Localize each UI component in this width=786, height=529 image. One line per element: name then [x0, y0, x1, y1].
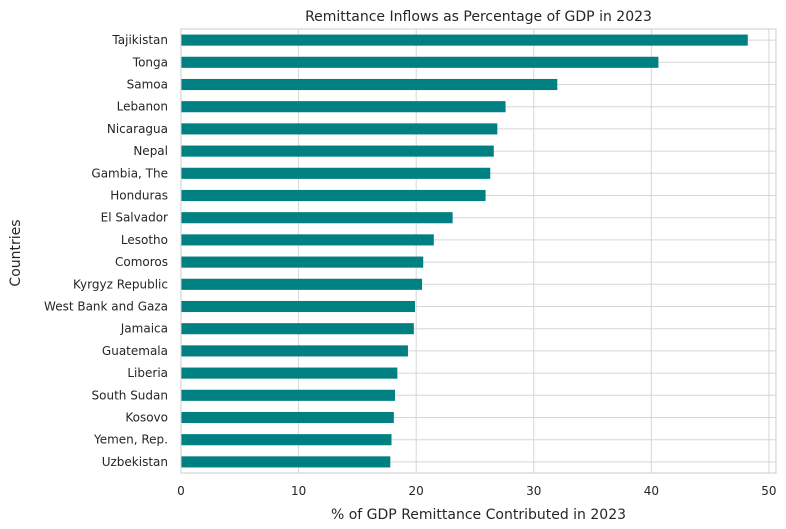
- y-tick-label: Liberia: [127, 366, 168, 380]
- bar: [181, 300, 416, 313]
- x-tick-label: 50: [761, 484, 776, 498]
- bar: [181, 411, 394, 424]
- bar: [181, 456, 391, 468]
- y-tick-label: Kosovo: [125, 411, 168, 425]
- y-tick-label: Uzbekistan: [102, 455, 168, 469]
- x-tick-label: 20: [409, 484, 424, 498]
- x-tick-labels: 0 10 20 30 40 50: [177, 484, 776, 498]
- y-axis-title: Countries: [8, 219, 24, 286]
- y-tick-label: Honduras: [110, 189, 168, 203]
- y-tick-label: Lesotho: [121, 233, 168, 247]
- bar: [181, 56, 659, 68]
- x-axis-title: % of GDP Remittance Contributed in 2023: [331, 507, 626, 523]
- y-tick-label: Lebanon: [117, 100, 168, 114]
- bar: [181, 145, 494, 157]
- bar: [181, 101, 506, 113]
- plot-frame: [180, 28, 777, 474]
- x-tick-label: 10: [291, 484, 306, 498]
- bar: [181, 234, 434, 246]
- bar: [181, 123, 498, 135]
- bar: [181, 434, 392, 446]
- bar: [181, 34, 748, 46]
- y-tick-label: Nicaragua: [107, 122, 168, 136]
- y-tick-label: South Sudan: [92, 388, 169, 402]
- bar: [181, 323, 414, 335]
- bar: [181, 389, 396, 401]
- bars: [181, 34, 748, 468]
- bar: [181, 212, 453, 224]
- y-tick-label: Guatemala: [102, 344, 168, 358]
- bar: [181, 345, 408, 357]
- bar: [181, 256, 424, 268]
- bar: [181, 278, 423, 290]
- x-tick-label: 30: [526, 484, 541, 498]
- y-tick-label: West Bank and Gaza: [44, 300, 168, 314]
- chart-title: Remittance Inflows as Percentage of GDP …: [305, 9, 652, 25]
- bar: [181, 367, 398, 379]
- x-tick-label: 40: [644, 484, 659, 498]
- y-tick-label: Yemen, Rep.: [93, 433, 168, 447]
- y-tick-label: Gambia, The: [91, 166, 168, 180]
- y-tick-label: Kyrgyz Republic: [73, 277, 168, 291]
- x-tick-label: 0: [177, 484, 185, 498]
- bar: [181, 78, 558, 91]
- bar: [181, 189, 486, 202]
- y-tick-label: Tajikistan: [111, 33, 168, 47]
- y-tick-labels: Tajikistan Tonga Samoa Lebanon Nicaragua Nepa…: [44, 33, 168, 469]
- y-tick-label: Jamaica: [120, 322, 168, 336]
- y-tick-label: Comoros: [115, 255, 168, 269]
- bar: [181, 167, 491, 179]
- y-tick-label: Nepal: [133, 144, 168, 158]
- y-tick-label: Samoa: [127, 78, 168, 92]
- y-tick-label: Tonga: [132, 55, 168, 69]
- y-tick-label: El Salvador: [101, 211, 168, 225]
